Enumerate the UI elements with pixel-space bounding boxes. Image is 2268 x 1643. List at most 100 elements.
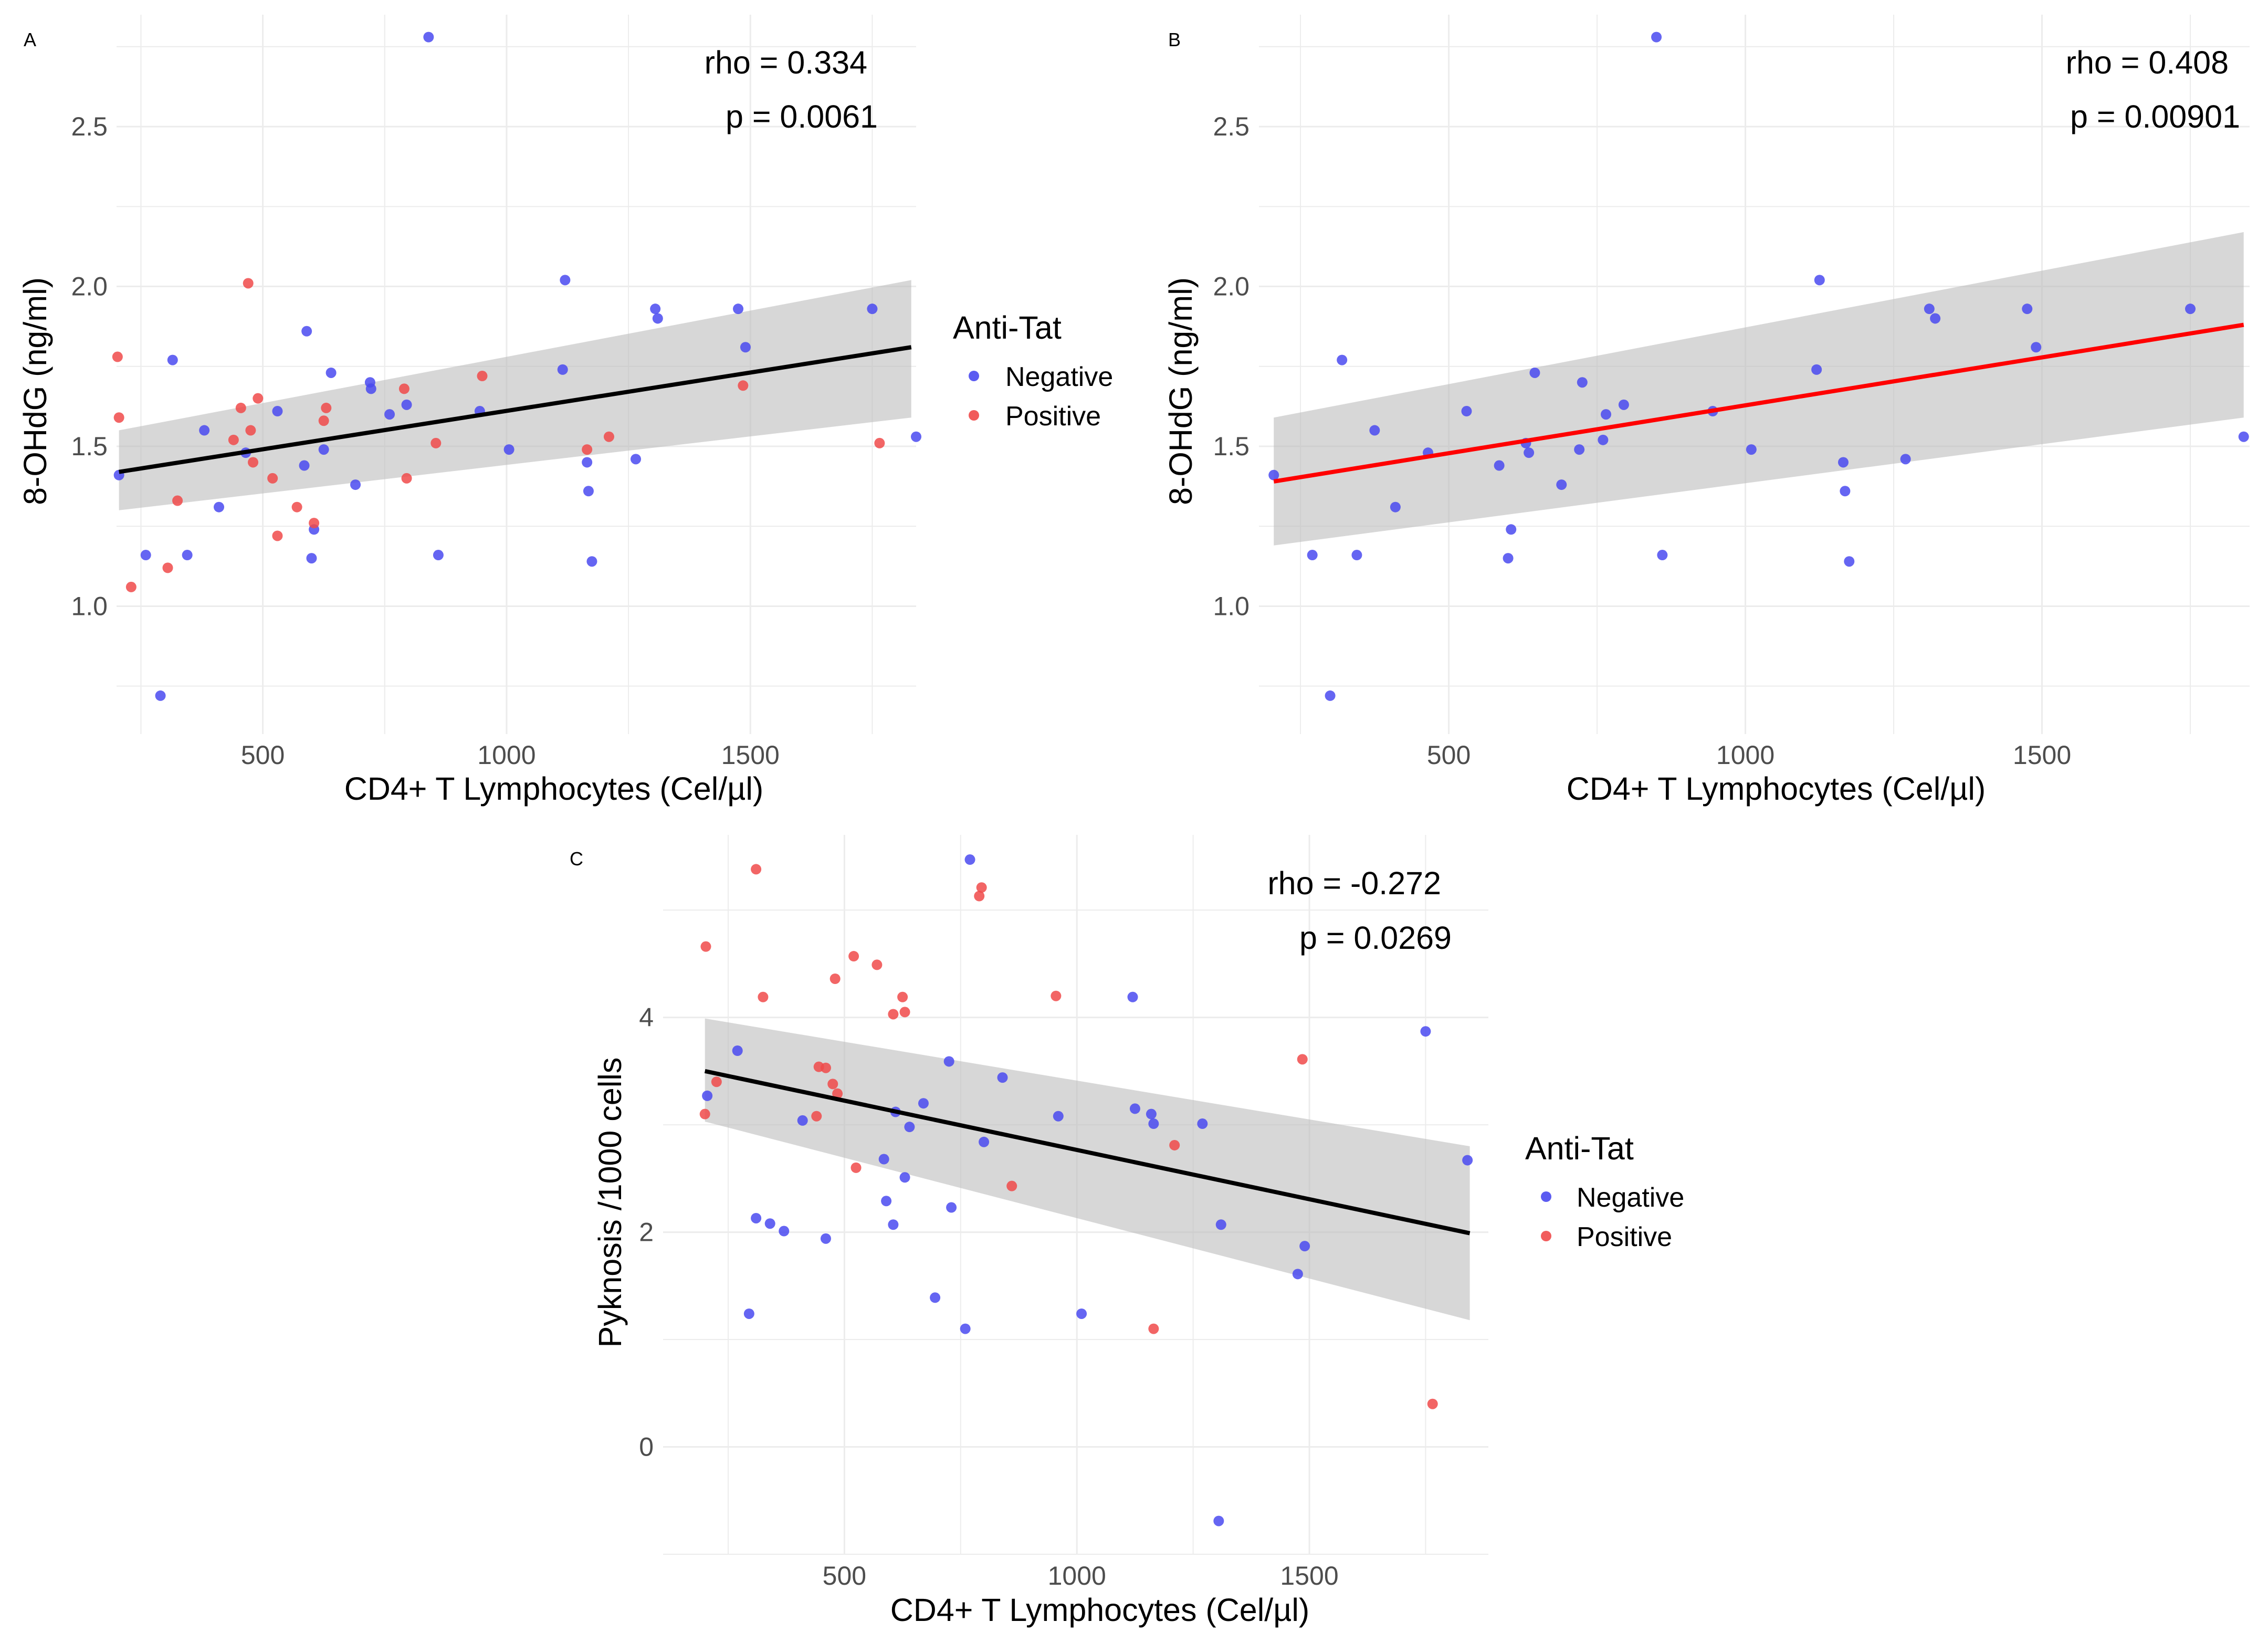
panel-c-point-negative bbox=[904, 1122, 915, 1133]
panel-c-y-axis-label: Pyknosis /1000 cells bbox=[592, 1058, 628, 1348]
panel-c-point-positive bbox=[974, 891, 985, 902]
panel-a-y-tick-label: 2.0 bbox=[71, 272, 108, 301]
panel-c-rho-annotation: rho = -0.272 bbox=[1267, 865, 1441, 901]
panel-c-point-positive bbox=[700, 941, 711, 952]
panel-c-point-positive bbox=[976, 882, 987, 893]
panel-a-point-negative bbox=[214, 501, 225, 512]
panel-a: A 1.0 1.5 2.0 2.5 500 1000 1500 CD4+ T L… bbox=[17, 15, 1113, 807]
panel-c-point-negative bbox=[918, 1098, 929, 1109]
panel-c-point-negative bbox=[702, 1090, 713, 1101]
panel-c-point-positive bbox=[1051, 990, 1062, 1001]
panel-a-point-positive bbox=[430, 437, 442, 448]
panel-c-point-negative bbox=[1197, 1118, 1208, 1129]
panel-b-y-ticks: 1.0 1.5 2.0 2.5 bbox=[1213, 112, 1250, 621]
panel-a-x-tick-label: 500 bbox=[241, 740, 285, 770]
panel-a-point-positive bbox=[248, 457, 259, 468]
panel-b-point-negative bbox=[1529, 367, 1540, 378]
panel-c-point-negative bbox=[888, 1219, 899, 1230]
panel-c-point-positive bbox=[758, 991, 769, 1002]
panel-a-point-negative bbox=[586, 556, 597, 567]
panel-c-point-negative bbox=[1299, 1241, 1310, 1252]
panel-c-point-negative bbox=[1292, 1269, 1303, 1280]
panel-c-point-positive bbox=[897, 991, 908, 1002]
panel-a-point-positive bbox=[245, 425, 256, 436]
panel-c-point-negative bbox=[960, 1323, 971, 1334]
panel-b-point-negative bbox=[1556, 479, 1567, 490]
panel-c-point-negative bbox=[878, 1154, 889, 1165]
panel-c-point-positive bbox=[850, 1162, 862, 1173]
panel-c-point-negative bbox=[1148, 1118, 1159, 1129]
panel-a-point-positive bbox=[172, 495, 183, 506]
panel-b-point-negative bbox=[1307, 550, 1318, 561]
panel-c-point-positive bbox=[1427, 1398, 1438, 1409]
panel-c-point-negative bbox=[943, 1056, 954, 1067]
panel-c-legend-negative-key bbox=[1541, 1191, 1551, 1202]
panel-a-point-negative bbox=[272, 406, 283, 417]
panel-a-x-tick-label: 1000 bbox=[477, 740, 536, 770]
panel-c-point-positive bbox=[751, 864, 762, 875]
panel-c-point-positive bbox=[699, 1108, 710, 1119]
panel-b-tag: B bbox=[1168, 29, 1181, 50]
panel-b-point-negative bbox=[2185, 304, 2196, 315]
panel-c-p-annotation: p = 0.0269 bbox=[1299, 920, 1452, 956]
panel-a-point-negative bbox=[182, 550, 193, 561]
panel-a-legend-negative-key bbox=[969, 371, 979, 381]
panel-b-point-negative bbox=[1657, 550, 1668, 561]
panel-c-point-negative bbox=[964, 854, 975, 865]
panel-b-rho-annotation: rho = 0.408 bbox=[2066, 45, 2229, 80]
panel-b-point-negative bbox=[1506, 524, 1517, 535]
panel-a-legend-title: Anti-Tat bbox=[953, 310, 1062, 346]
panel-b-point-negative bbox=[1814, 275, 1825, 286]
panel-b-point-negative bbox=[1844, 556, 1855, 567]
panel-b-point-negative bbox=[1598, 434, 1609, 445]
panel-a-point-negative bbox=[503, 444, 514, 455]
panel-c-point-negative bbox=[1076, 1308, 1087, 1319]
panel-b-point-negative bbox=[1325, 690, 1336, 701]
panel-c: C 0 2 4 500 1000 1500 CD4+ T Lymphocytes… bbox=[570, 835, 1684, 1628]
panel-a-point-negative bbox=[867, 304, 878, 315]
panel-c-point-positive bbox=[1297, 1054, 1308, 1065]
panel-a-point-positive bbox=[113, 412, 124, 423]
panel-c-point-positive bbox=[1148, 1323, 1159, 1334]
panel-c-point-positive bbox=[832, 1088, 843, 1099]
panel-c-legend-positive-label: Positive bbox=[1577, 1222, 1672, 1252]
panel-b-point-negative bbox=[2031, 342, 2042, 353]
panel-b-y-tick-label: 1.0 bbox=[1213, 591, 1250, 621]
panel-a-y-tick-label: 1.5 bbox=[71, 432, 108, 461]
panel-b-point-negative bbox=[1838, 457, 1849, 468]
panel-a-legend: Anti-Tat Negative Positive bbox=[953, 310, 1113, 432]
panel-a-point-negative bbox=[301, 326, 312, 337]
panel-a-point-positive bbox=[235, 402, 246, 413]
panel-b-fit-line bbox=[1273, 322, 2244, 484]
panel-a-point-negative bbox=[140, 550, 151, 561]
panel-b-point-negative bbox=[2238, 431, 2249, 442]
panel-b-point-negative bbox=[1494, 460, 1505, 471]
panel-c-point-positive bbox=[888, 1009, 899, 1020]
panel-b-point-negative bbox=[1651, 32, 1662, 43]
panel-c-confidence-band bbox=[705, 1018, 1470, 1321]
panel-a-point-negative bbox=[306, 553, 317, 564]
panel-b-point-negative bbox=[1601, 409, 1612, 420]
panel-a-point-positive bbox=[401, 473, 412, 484]
panel-b-point-negative bbox=[1618, 399, 1629, 410]
panel-a-legend-positive-label: Positive bbox=[1005, 401, 1101, 432]
panel-c-legend: Anti-Tat Negative Positive bbox=[1525, 1131, 1684, 1252]
panel-b-x-tick-label: 1500 bbox=[2013, 740, 2071, 770]
panel-b-x-axis-label: CD4+ T Lymphocytes (Cel/µl) bbox=[1567, 771, 1986, 807]
panel-a-point-positive bbox=[162, 562, 173, 573]
panel-a-rho-annotation: rho = 0.334 bbox=[705, 45, 867, 80]
panel-c-point-positive bbox=[830, 974, 841, 984]
panel-c-point-negative bbox=[743, 1308, 754, 1319]
panel-a-point-positive bbox=[318, 415, 329, 426]
panel-a-point-negative bbox=[650, 304, 661, 315]
panel-a-y-tick-label: 1.0 bbox=[71, 591, 108, 621]
panel-c-point-negative bbox=[1146, 1108, 1157, 1119]
panel-c-point-negative bbox=[930, 1292, 941, 1303]
panel-a-confidence-band bbox=[119, 280, 911, 510]
panel-a-point-negative bbox=[167, 354, 178, 365]
panel-c-point-negative bbox=[1129, 1103, 1140, 1114]
panel-c-y-tick-label: 2 bbox=[639, 1218, 654, 1247]
panel-a-point-negative bbox=[401, 399, 412, 410]
panel-a-x-ticks: 500 1000 1500 bbox=[241, 740, 780, 770]
panel-a-point-positive bbox=[253, 393, 264, 404]
